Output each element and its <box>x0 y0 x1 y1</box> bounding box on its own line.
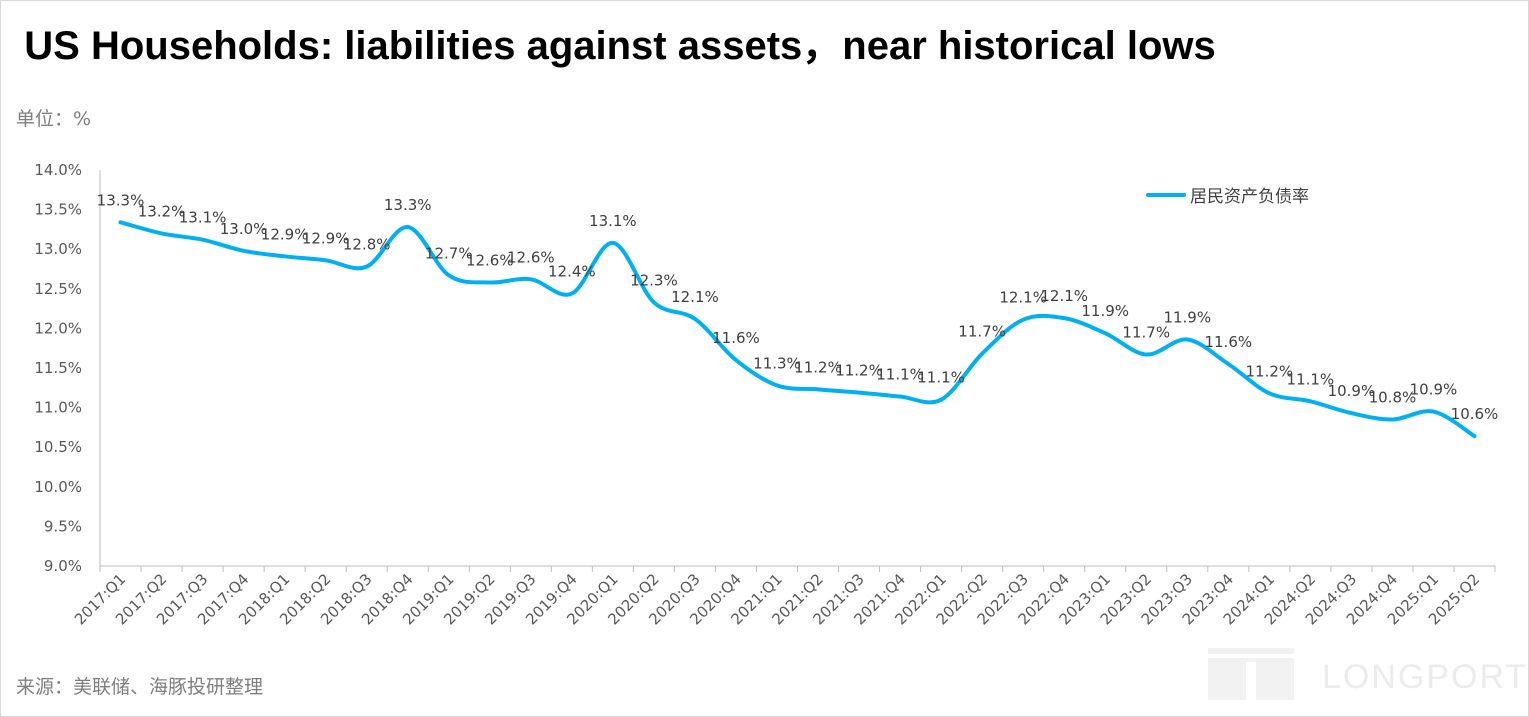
y-tick-label: 10.5% <box>34 438 82 456</box>
series-line <box>118 220 1477 439</box>
y-tick-label: 11.5% <box>34 359 82 377</box>
y-tick-label: 9.5% <box>44 517 82 535</box>
legend: 居民资产负债率 <box>1146 182 1309 207</box>
data-label: 12.9% <box>261 225 309 243</box>
data-label: 11.1% <box>917 369 965 387</box>
data-label: 12.6% <box>507 248 555 266</box>
data-label: 12.1% <box>1040 287 1088 305</box>
data-label: 13.1% <box>179 209 227 227</box>
data-label: 12.1% <box>671 288 719 306</box>
y-tick-label: 10.0% <box>34 478 82 496</box>
data-label: 13.1% <box>589 212 637 230</box>
data-label: 11.2% <box>794 358 842 376</box>
data-label: 11.1% <box>876 366 924 384</box>
data-label: 11.7% <box>958 323 1006 341</box>
data-label: 11.1% <box>1287 370 1335 388</box>
chart-title: US Households: liabilities against asset… <box>24 24 1216 68</box>
data-label: 12.8% <box>343 236 391 254</box>
y-tick-label: 12.0% <box>34 319 82 337</box>
y-tick-label: 13.5% <box>34 201 82 219</box>
data-label: 10.6% <box>1451 405 1499 423</box>
y-tick-label: 9.0% <box>44 557 82 575</box>
data-label: 12.1% <box>999 289 1047 307</box>
data-label: 12.3% <box>630 271 678 289</box>
data-label: 10.9% <box>1410 381 1458 399</box>
data-label: 11.6% <box>712 329 760 347</box>
data-label: 11.2% <box>835 362 883 380</box>
source-note: 来源：美联储、海豚投研整理 <box>16 676 264 698</box>
y-tick-label: 13.0% <box>34 240 82 258</box>
y-tick-label: 12.5% <box>34 280 82 298</box>
data-label: 11.9% <box>1163 308 1211 326</box>
data-label: 11.6% <box>1204 333 1252 351</box>
y-tick-label: 14.0% <box>34 161 82 179</box>
data-label: 10.8% <box>1369 388 1417 406</box>
data-label: 11.9% <box>1081 302 1129 320</box>
longport-watermark: LONGPORT <box>1322 658 1529 696</box>
data-label: 10.9% <box>1328 382 1376 400</box>
data-label: 13.2% <box>138 202 186 220</box>
data-label: 13.3% <box>97 191 145 209</box>
data-label: 13.3% <box>384 196 432 214</box>
unit-label: 单位：% <box>16 108 92 130</box>
data-label: 11.7% <box>1122 324 1170 342</box>
legend-label: 居民资产负债率 <box>1190 187 1309 207</box>
y-tick-label: 11.0% <box>34 399 82 417</box>
data-label: 11.3% <box>753 354 801 372</box>
data-label: 11.2% <box>1246 362 1294 380</box>
data-label: 12.6% <box>466 251 514 269</box>
data-label: 13.0% <box>220 220 268 238</box>
longport-logo-watermark <box>1208 648 1294 700</box>
data-label: 12.7% <box>425 244 473 262</box>
data-label: 12.4% <box>548 263 596 281</box>
legend-swatch <box>1146 192 1186 197</box>
data-label: 12.9% <box>302 229 350 247</box>
